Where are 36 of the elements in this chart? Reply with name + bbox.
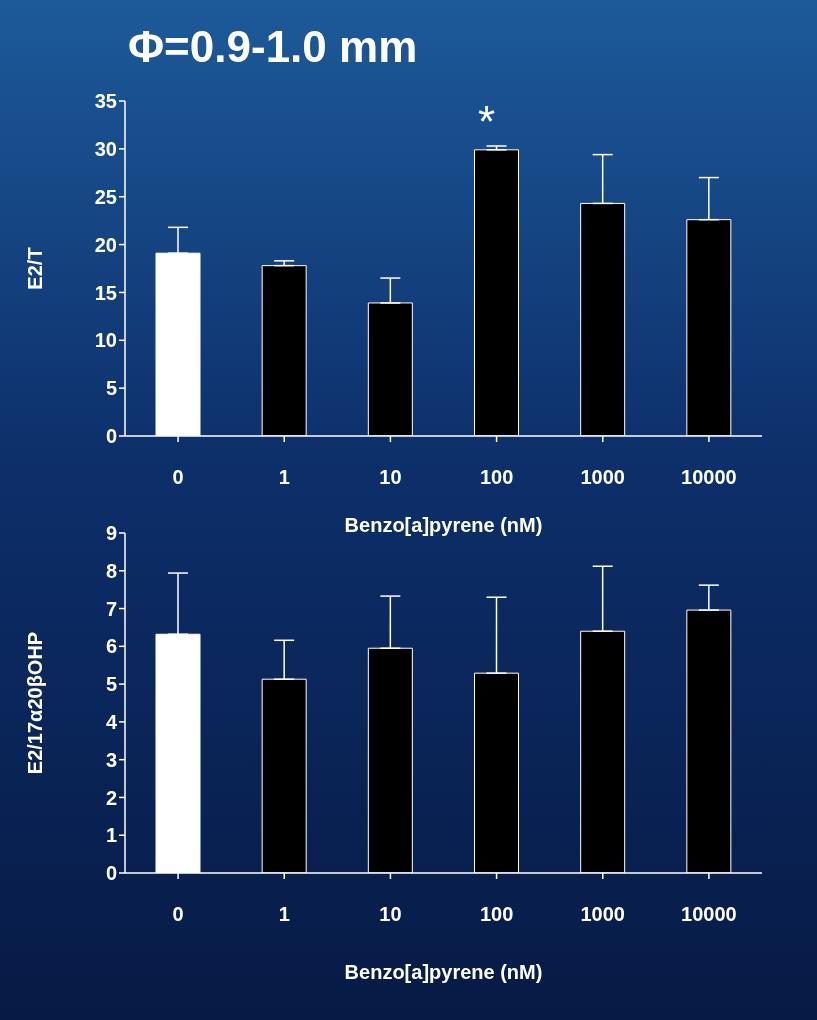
y-tick-label: 5 — [105, 673, 117, 696]
y-tick-label: 35 — [94, 90, 117, 113]
y-tick-label: 4 — [105, 710, 118, 733]
x-tick-label: 10 — [379, 903, 402, 926]
x-tick-label: 10000 — [681, 466, 737, 489]
y-tick-label: 5 — [105, 377, 117, 400]
x-tick-label: 0 — [172, 466, 184, 489]
y-tick-label: 7 — [105, 597, 117, 620]
x-tick-label: 0 — [172, 903, 184, 926]
y-tick-label: 1 — [105, 824, 117, 847]
x-tick-label: 100 — [479, 466, 514, 489]
y-tick-label: 20 — [94, 233, 117, 256]
chart-title: Φ=0.9-1.0 mm — [128, 22, 418, 72]
y-tick-label: 2 — [105, 786, 117, 809]
y-tick-label: 8 — [105, 559, 117, 582]
y-tick-label: 0 — [105, 425, 117, 448]
x-tick-label: 10 — [379, 466, 402, 489]
y-tick-label: 0 — [105, 862, 117, 885]
annotation: * — [478, 97, 496, 146]
x-tick-label: 1000 — [580, 903, 625, 926]
y-axis-title: E2/T — [24, 247, 47, 290]
y-tick-label: 15 — [94, 281, 117, 304]
y-tick-label: 25 — [94, 185, 117, 208]
x-tick-label: 1 — [278, 466, 290, 489]
y-tick-label: 6 — [105, 635, 117, 658]
y-axis-title: E2/17α20βOHP — [24, 631, 47, 775]
x-axis-title: Benzo[a]pyrene (nM) — [344, 961, 543, 983]
y-tick-label: 10 — [94, 329, 117, 352]
x-tick-label: 10000 — [681, 903, 737, 926]
x-axis-title: Benzo[a]pyrene (nM) — [344, 514, 543, 536]
y-tick-label: 9 — [105, 522, 117, 545]
x-tick-label: 1000 — [580, 466, 625, 489]
x-tick-label: 100 — [479, 903, 514, 926]
x-tick-label: 1 — [278, 903, 290, 926]
y-tick-label: 30 — [94, 137, 117, 160]
y-tick-label: 3 — [105, 748, 117, 771]
